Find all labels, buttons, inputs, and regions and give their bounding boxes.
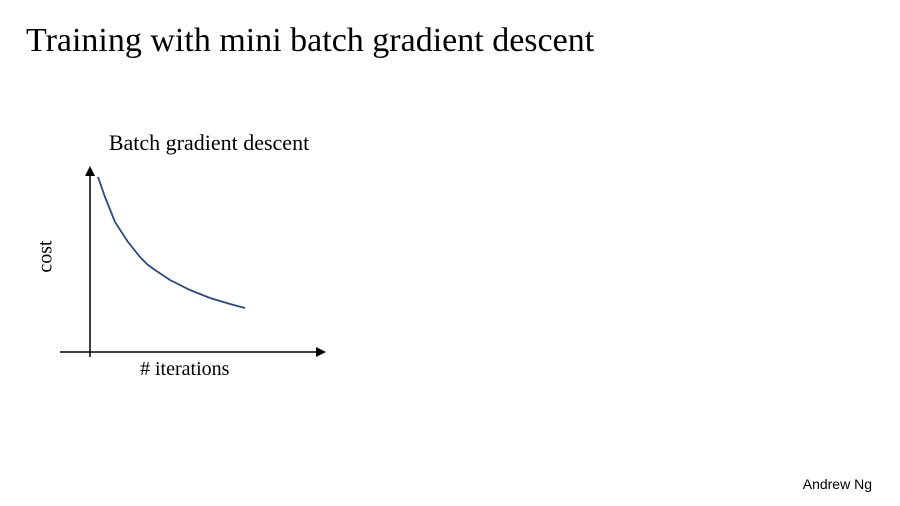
x-axis-arrow [316,347,326,357]
slide-title: Training with mini batch gradient descen… [26,22,594,60]
y-axis-label: cost [35,240,58,272]
cost-curve [98,177,245,308]
y-axis-arrow [85,166,95,176]
cost-chart: Batch gradient descent cost # iterations [40,130,360,410]
attribution: Andrew Ng [803,476,872,492]
x-axis-label: # iterations [140,358,229,381]
chart-title: Batch gradient descent [58,130,360,156]
chart-svg [40,162,340,382]
